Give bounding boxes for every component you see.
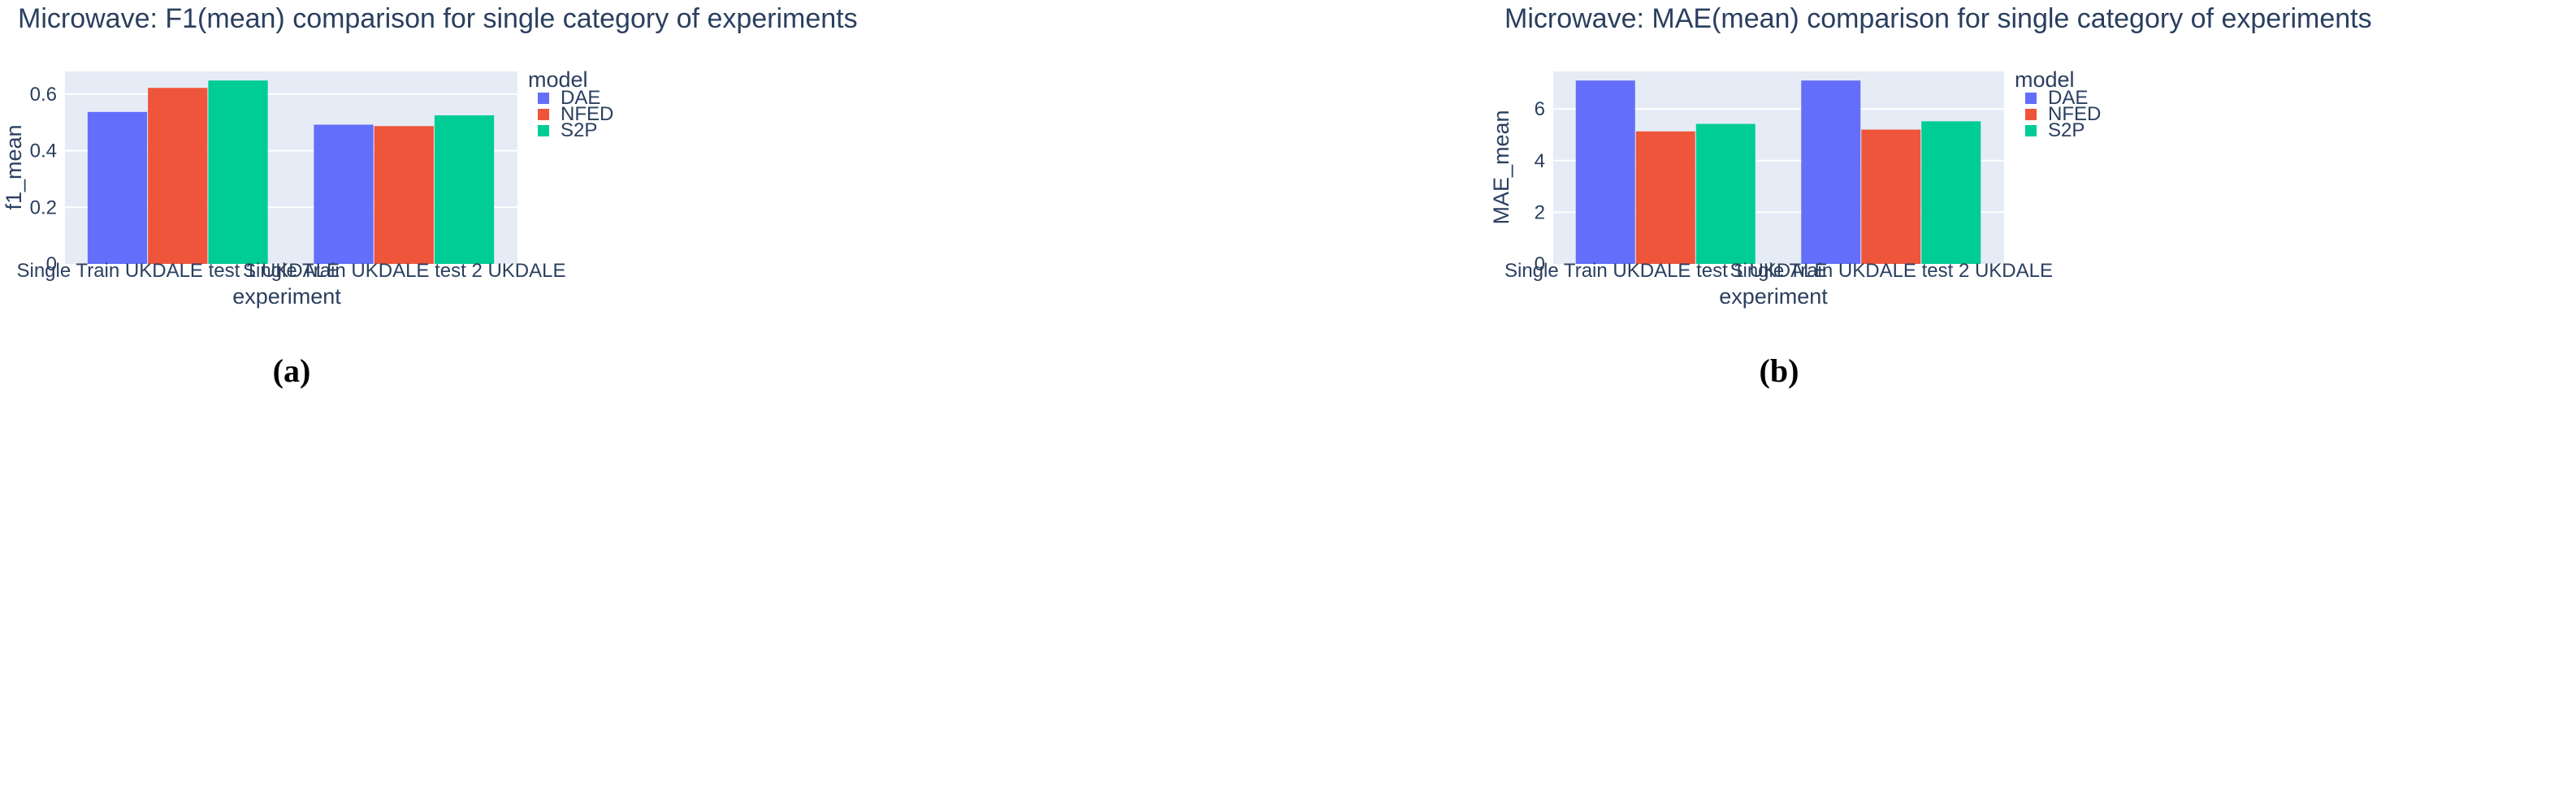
x-tick-label: Single Train UKDALE test 2 UKDALE bbox=[243, 260, 566, 282]
y-tick-label: 0.6 bbox=[30, 84, 57, 106]
legend-title: model bbox=[528, 67, 588, 92]
bar-s2p[interactable] bbox=[1921, 121, 1981, 264]
legend-label-dae[interactable]: DAE bbox=[2048, 87, 2088, 109]
legend-label-nfed[interactable]: NFED bbox=[561, 103, 613, 125]
y-axis-ticks: 0 2 4 6 bbox=[1535, 98, 1545, 275]
bar-dae[interactable] bbox=[87, 111, 148, 264]
bar-nfed[interactable] bbox=[1635, 131, 1695, 264]
y-axis-label: f1_mean bbox=[2, 124, 26, 210]
x-axis-label: experiment bbox=[1719, 284, 1828, 309]
panel-label: (a) bbox=[273, 352, 311, 389]
y-tick-label: 2 bbox=[1535, 201, 1545, 223]
bar-nfed[interactable] bbox=[1861, 129, 1921, 264]
chart-panel-b: Microwave: MAE(mean) comparison for sing… bbox=[1288, 0, 2575, 795]
f1-chart: Microwave: F1(mean) comparison for singl… bbox=[2, 3, 858, 389]
bar-dae[interactable] bbox=[1575, 80, 1635, 264]
y-axis-label: MAE_mean bbox=[1489, 110, 1513, 224]
bars-group bbox=[1575, 80, 1981, 264]
x-tick-label: Single Train UKDALE test 2 UKDALE bbox=[1730, 260, 2053, 282]
y-tick-label: 0.2 bbox=[30, 197, 57, 218]
legend-swatch-s2p[interactable] bbox=[538, 125, 549, 136]
y-tick-label: 0 bbox=[46, 253, 57, 275]
x-axis-label: experiment bbox=[232, 284, 341, 309]
panel-label: (b) bbox=[1760, 352, 1799, 389]
chart-title: Microwave: MAE(mean) comparison for sing… bbox=[1504, 3, 2372, 34]
legend-swatch-dae[interactable] bbox=[2025, 93, 2037, 104]
y-tick-label: 0.4 bbox=[30, 140, 57, 162]
bar-s2p[interactable] bbox=[1695, 123, 1756, 264]
bars-group bbox=[87, 80, 495, 264]
legend-swatch-nfed[interactable] bbox=[538, 109, 549, 120]
legend-label-nfed[interactable]: NFED bbox=[2048, 103, 2101, 125]
x-axis-ticks: Single Train UKDALE test 1 UKDALESingle … bbox=[16, 260, 565, 282]
bar-dae[interactable] bbox=[314, 124, 374, 264]
legend-label-s2p[interactable]: S2P bbox=[561, 119, 597, 141]
bar-nfed[interactable] bbox=[148, 88, 208, 264]
y-tick-label: 6 bbox=[1535, 98, 1545, 120]
legend-label-s2p[interactable]: S2P bbox=[2048, 119, 2085, 141]
bar-s2p[interactable] bbox=[208, 80, 268, 264]
mae-chart: Microwave: MAE(mean) comparison for sing… bbox=[1489, 3, 2372, 389]
x-tick-label: Single Train UKDALE test 1 UKDALE bbox=[16, 260, 340, 282]
legend-swatch-s2p[interactable] bbox=[2025, 125, 2037, 136]
x-tick-label: Single Train UKDALE test 1 UKDALE bbox=[1504, 260, 1828, 282]
y-tick-label: 0 bbox=[1535, 253, 1545, 275]
bar-dae[interactable] bbox=[1801, 80, 1861, 264]
bar-nfed[interactable] bbox=[374, 126, 434, 264]
y-tick-label: 4 bbox=[1535, 150, 1545, 172]
y-axis-ticks: 0 0.2 0.4 0.6 bbox=[30, 84, 57, 275]
legend-swatch-dae[interactable] bbox=[538, 93, 549, 104]
chart-title: Microwave: F1(mean) comparison for singl… bbox=[18, 3, 858, 34]
x-axis-ticks: Single Train UKDALE test 1 UKDALESingle … bbox=[1504, 260, 2053, 282]
legend-label-dae[interactable]: DAE bbox=[561, 87, 600, 109]
chart-panel-a: Microwave: F1(mean) comparison for singl… bbox=[2, 3, 858, 389]
legend-title: model bbox=[2015, 67, 2075, 92]
legend-swatch-nfed[interactable] bbox=[2025, 109, 2037, 120]
bar-s2p[interactable] bbox=[434, 115, 495, 264]
